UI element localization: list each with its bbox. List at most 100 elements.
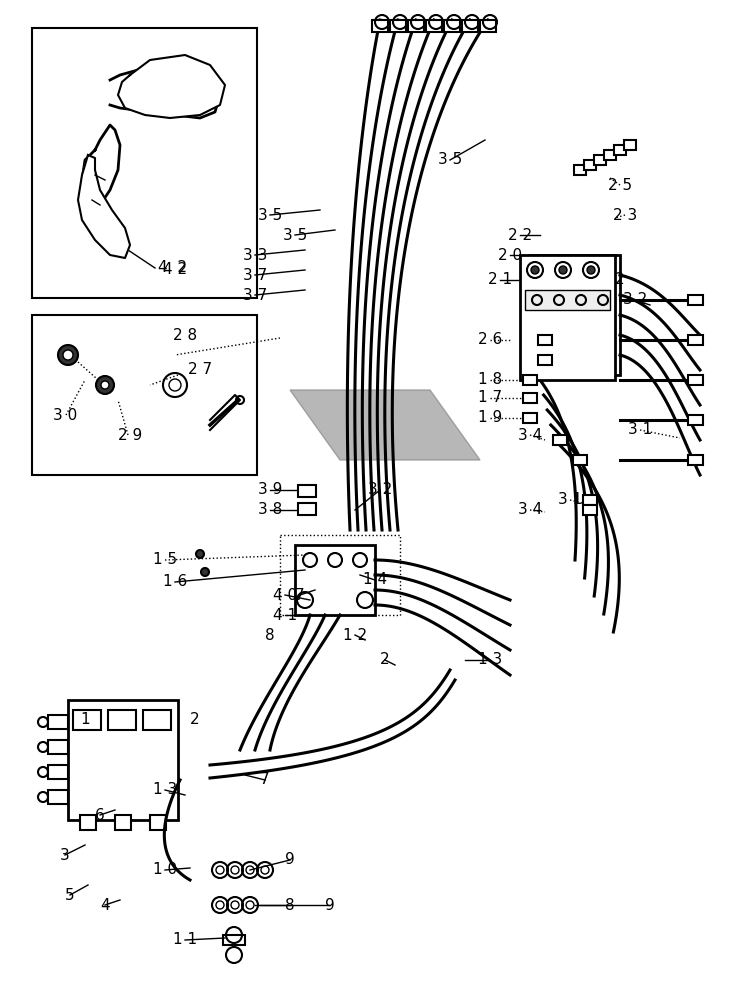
Circle shape bbox=[196, 550, 204, 558]
Text: 2 5: 2 5 bbox=[608, 178, 632, 192]
Text: 1 4: 1 4 bbox=[363, 572, 387, 587]
Circle shape bbox=[201, 568, 209, 576]
Text: 2 1: 2 1 bbox=[488, 272, 512, 288]
Text: 1 3: 1 3 bbox=[153, 782, 177, 798]
Bar bbox=[688, 375, 703, 385]
Text: 1 7: 1 7 bbox=[478, 390, 502, 406]
Bar bbox=[525, 290, 610, 310]
Text: 2: 2 bbox=[190, 712, 200, 728]
Text: 8: 8 bbox=[285, 898, 295, 912]
Bar bbox=[73, 710, 101, 730]
Bar bbox=[574, 165, 586, 175]
Text: 3 4: 3 4 bbox=[518, 428, 542, 442]
Bar bbox=[115, 815, 131, 830]
Bar bbox=[523, 393, 537, 403]
Bar bbox=[408, 20, 424, 32]
Bar bbox=[584, 160, 596, 170]
Text: 2 8: 2 8 bbox=[173, 328, 197, 342]
Text: 5: 5 bbox=[65, 888, 75, 902]
Bar bbox=[68, 700, 178, 820]
Bar bbox=[688, 295, 703, 305]
Circle shape bbox=[559, 266, 567, 274]
Text: 2: 2 bbox=[615, 272, 625, 288]
Text: 1 3: 1 3 bbox=[478, 652, 502, 668]
Bar bbox=[538, 355, 552, 365]
Polygon shape bbox=[290, 390, 480, 460]
Bar bbox=[390, 20, 406, 32]
Circle shape bbox=[58, 345, 78, 365]
Bar bbox=[48, 790, 68, 804]
Bar bbox=[298, 503, 316, 515]
Bar bbox=[150, 815, 166, 830]
Bar bbox=[48, 765, 68, 779]
Bar bbox=[426, 20, 442, 32]
Text: 3 7: 3 7 bbox=[243, 288, 267, 302]
Text: 8: 8 bbox=[265, 628, 274, 643]
Text: 1 9: 1 9 bbox=[478, 410, 502, 426]
Text: 7: 7 bbox=[260, 772, 270, 788]
Bar bbox=[480, 20, 496, 32]
Polygon shape bbox=[78, 155, 130, 258]
Text: 9: 9 bbox=[325, 898, 335, 912]
Text: 3 2: 3 2 bbox=[368, 483, 392, 497]
Text: 3 2: 3 2 bbox=[623, 292, 647, 308]
Bar bbox=[223, 935, 245, 945]
Bar bbox=[298, 485, 316, 497]
Bar bbox=[143, 710, 171, 730]
Bar bbox=[688, 455, 703, 465]
Circle shape bbox=[96, 376, 114, 394]
Bar bbox=[624, 140, 636, 150]
Text: 1 5: 1 5 bbox=[153, 552, 177, 568]
Text: 4 2: 4 2 bbox=[163, 262, 187, 277]
Text: 3 7: 3 7 bbox=[243, 267, 267, 282]
Text: 1 1: 1 1 bbox=[173, 932, 197, 948]
Text: 2 0: 2 0 bbox=[498, 247, 522, 262]
Bar bbox=[108, 710, 136, 730]
Bar bbox=[444, 20, 460, 32]
Circle shape bbox=[63, 350, 73, 360]
Bar bbox=[523, 413, 537, 423]
Text: 4  2: 4 2 bbox=[157, 260, 187, 275]
Bar bbox=[688, 415, 703, 425]
Bar bbox=[583, 495, 597, 505]
Polygon shape bbox=[118, 55, 225, 118]
Text: 1: 1 bbox=[81, 712, 90, 728]
Text: 9: 9 bbox=[285, 852, 295, 867]
Text: 1 2: 1 2 bbox=[343, 628, 367, 643]
Text: 3: 3 bbox=[60, 848, 70, 862]
Text: 1 8: 1 8 bbox=[478, 372, 502, 387]
Text: 3 9: 3 9 bbox=[258, 483, 283, 497]
Text: 3 5: 3 5 bbox=[258, 208, 282, 223]
Text: 4 1: 4 1 bbox=[273, 607, 297, 622]
Text: 3 4: 3 4 bbox=[518, 502, 542, 518]
Bar bbox=[372, 20, 388, 32]
Text: 1 0: 1 0 bbox=[153, 862, 177, 878]
Bar bbox=[583, 505, 597, 515]
Bar bbox=[80, 815, 96, 830]
Text: 3 1: 3 1 bbox=[628, 422, 652, 438]
Text: 3 5: 3 5 bbox=[283, 228, 307, 242]
Circle shape bbox=[587, 266, 595, 274]
Text: 3 5: 3 5 bbox=[438, 152, 462, 167]
Text: 2 6: 2 6 bbox=[478, 332, 502, 348]
Bar bbox=[280, 535, 400, 615]
Text: 3 1: 3 1 bbox=[558, 492, 582, 508]
Bar bbox=[538, 335, 552, 345]
Text: 4 0: 4 0 bbox=[273, 587, 297, 602]
Text: 6: 6 bbox=[95, 808, 105, 822]
Bar bbox=[48, 740, 68, 754]
Bar bbox=[614, 145, 626, 155]
Text: 3 3: 3 3 bbox=[243, 247, 267, 262]
Text: 2 7: 2 7 bbox=[188, 362, 212, 377]
Text: 2 2: 2 2 bbox=[508, 228, 532, 242]
Text: 2 9: 2 9 bbox=[118, 428, 142, 442]
Bar bbox=[553, 435, 567, 445]
Bar bbox=[604, 150, 616, 160]
Bar bbox=[594, 155, 606, 165]
Text: 7: 7 bbox=[295, 587, 305, 602]
Bar bbox=[32, 315, 257, 475]
Bar bbox=[462, 20, 478, 32]
Bar bbox=[523, 375, 537, 385]
Text: 1 6: 1 6 bbox=[163, 574, 187, 589]
Circle shape bbox=[101, 381, 109, 389]
